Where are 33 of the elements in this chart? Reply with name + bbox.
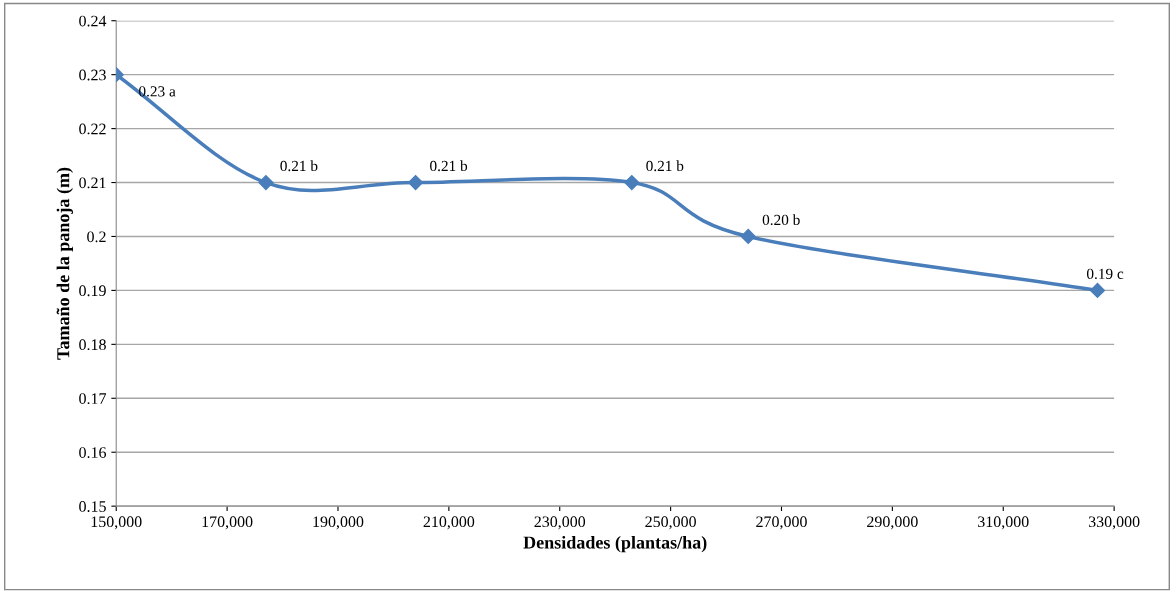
y-tick-label: 0.18 <box>79 339 106 351</box>
x-tick-label: 170,000 <box>202 516 253 530</box>
y-tick-label: 0.24 <box>79 15 107 27</box>
x-tick-label: 330,000 <box>1088 516 1140 530</box>
x-tick-label: 230,000 <box>534 516 586 530</box>
point <box>624 174 640 191</box>
x-tick-label: 270,000 <box>756 516 807 530</box>
y-axis-title: Tamaño de la panoja (m) <box>56 167 73 360</box>
x-tick-label: 210,000 <box>423 516 475 530</box>
point <box>740 228 756 245</box>
x-tick-label: 150,000 <box>91 516 142 530</box>
y-tick-label: 0.16 <box>79 447 107 458</box>
data-label: 0.19 c <box>1086 268 1124 280</box>
data-label: 0.21 b <box>646 160 684 172</box>
y-tick-label: 0.19 <box>79 285 106 297</box>
x-tick-label: 250,000 <box>645 516 696 530</box>
point <box>1089 282 1106 298</box>
y-tick-label: 0.15 <box>79 501 106 512</box>
data-label: 0.20 b <box>762 214 800 226</box>
x-axis-title: Densidades (plantas/ha) <box>523 535 707 553</box>
data-label: 0.23 a <box>139 86 176 97</box>
data-label: 0.21 b <box>430 160 468 172</box>
y-tick-label: 0.17 <box>79 393 107 405</box>
data-label: 0.21 b <box>280 160 318 172</box>
x-tick-label: 310,000 <box>978 516 1029 530</box>
x-tick-label: 290,000 <box>867 516 918 530</box>
point <box>408 174 424 191</box>
y-tick-label: 0.22 <box>79 123 106 135</box>
point <box>258 174 274 191</box>
x-tick-label: 190,000 <box>313 516 364 530</box>
y-tick-label: 0.2 <box>87 231 106 243</box>
y-tick-label: 0.23 <box>79 69 106 81</box>
y-tick-label: 0.21 <box>79 177 106 189</box>
